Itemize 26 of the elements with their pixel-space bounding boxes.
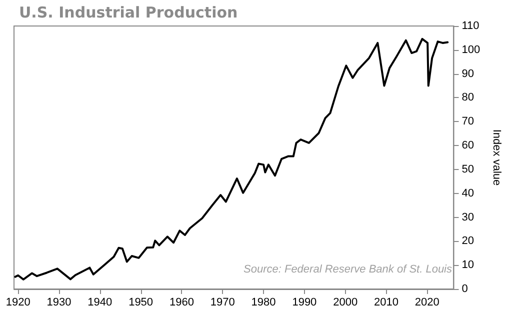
x-tick-label: 1940	[88, 296, 112, 308]
y-tick-label: 110	[462, 20, 480, 32]
x-tick-label: 2000	[333, 296, 358, 308]
x-tick-label: 1990	[292, 296, 317, 308]
x-tick-label: 1950	[128, 296, 154, 308]
x-tick-label: 1920	[6, 296, 30, 308]
y-tick-label: 70	[462, 116, 474, 128]
y-tick-label: 20	[462, 235, 474, 248]
chart-title: U.S. Industrial Production	[19, 4, 238, 22]
x-tick-label: 1980	[251, 296, 276, 308]
x-tick-label: 2020	[414, 296, 440, 308]
x-tick-label: 1970	[210, 296, 235, 308]
y-tick-label: 10	[462, 259, 474, 272]
y-tick-label: 50	[462, 163, 474, 176]
x-tick-label: 2010	[374, 296, 398, 308]
annotation: Source: Federal Reserve Bank of St. Louis	[244, 264, 452, 276]
y-axis-title: Index value	[490, 129, 502, 186]
x-tick-label: 1960	[169, 296, 194, 308]
x-tick-label: 1930	[46, 296, 72, 308]
y-tick-label: 80	[462, 92, 474, 104]
y-tick-label: 0	[462, 283, 468, 295]
y-tick-label: 40	[462, 187, 474, 200]
y-tick-label: 100	[462, 44, 480, 56]
y-tick-label: 60	[462, 140, 474, 152]
y-tick-label: 30	[462, 211, 474, 224]
y-tick-label: 90	[462, 68, 474, 80]
